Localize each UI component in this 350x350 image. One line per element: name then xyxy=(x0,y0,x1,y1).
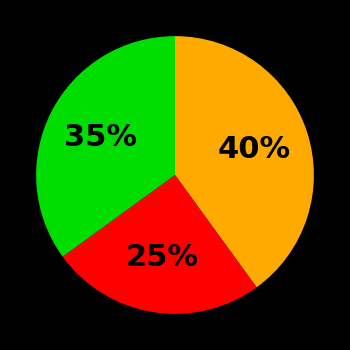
Text: 25%: 25% xyxy=(125,243,198,272)
Text: 40%: 40% xyxy=(218,135,291,164)
Wedge shape xyxy=(36,36,175,257)
Text: 35%: 35% xyxy=(64,122,137,152)
Wedge shape xyxy=(63,175,257,314)
Wedge shape xyxy=(175,36,314,287)
